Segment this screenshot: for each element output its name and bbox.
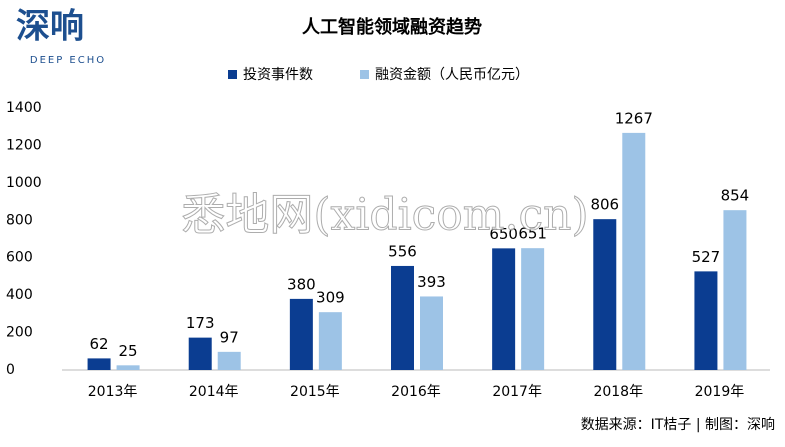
- value-label: 173: [186, 314, 215, 332]
- chart-title: 人工智能领域融资趋势: [302, 16, 482, 38]
- y-tick-label: 1200: [6, 137, 42, 153]
- x-tick-label: 2013年: [88, 384, 138, 400]
- bar: [492, 248, 516, 370]
- value-label: 806: [590, 196, 619, 214]
- y-tick-label: 1400: [6, 100, 42, 116]
- value-label: 309: [316, 289, 345, 307]
- x-tick-label: 2015年: [290, 384, 340, 400]
- bar: [420, 296, 443, 370]
- y-tick-label: 0: [6, 362, 15, 378]
- y-tick-label: 600: [6, 250, 33, 266]
- value-label: 556: [388, 242, 417, 260]
- logo: 深响: [16, 7, 84, 47]
- legend-label: 融资金额（人民币亿元）: [375, 67, 529, 83]
- bar: [289, 298, 313, 370]
- value-label: 527: [692, 248, 721, 266]
- bar: [622, 132, 646, 370]
- bar: [116, 365, 140, 370]
- bar: [521, 248, 545, 370]
- legend-swatch: [228, 70, 237, 79]
- bar: [318, 312, 342, 370]
- x-tick-label: 2016年: [391, 384, 441, 400]
- x-tick-label: 2014年: [189, 384, 239, 400]
- watermark: 悉地网(xidicom.cn): [181, 190, 588, 241]
- value-label: 650: [489, 225, 518, 243]
- bar: [694, 271, 718, 370]
- bar: [217, 351, 241, 370]
- bar: [87, 358, 111, 370]
- bar: [723, 210, 747, 370]
- bar: [593, 219, 617, 370]
- y-tick-label: 200: [6, 325, 33, 341]
- x-tick-label: 2019年: [695, 384, 745, 400]
- source: 数据来源：IT桔子 | 制图：深响: [581, 417, 775, 433]
- value-label: 393: [417, 273, 446, 291]
- value-label: 854: [721, 187, 750, 205]
- value-label: 25: [119, 342, 138, 360]
- value-label: 380: [287, 275, 316, 293]
- x-tick-label: 2017年: [492, 384, 542, 400]
- y-tick-label: 800: [6, 212, 33, 228]
- y-tick-label: 400: [6, 287, 33, 303]
- y-tick-label: 1000: [6, 175, 42, 191]
- x-tick-label: 2018年: [593, 384, 643, 400]
- bar: [188, 337, 212, 370]
- value-label: 97: [220, 328, 239, 346]
- value-label: 651: [518, 225, 547, 243]
- logo-subtitle: DEEP ECHO: [30, 55, 106, 66]
- legend-label: 投资事件数: [243, 67, 313, 83]
- value-label: 62: [90, 335, 109, 353]
- legend-swatch: [360, 70, 369, 79]
- value-label: 1267: [615, 109, 653, 127]
- bar: [391, 265, 414, 370]
